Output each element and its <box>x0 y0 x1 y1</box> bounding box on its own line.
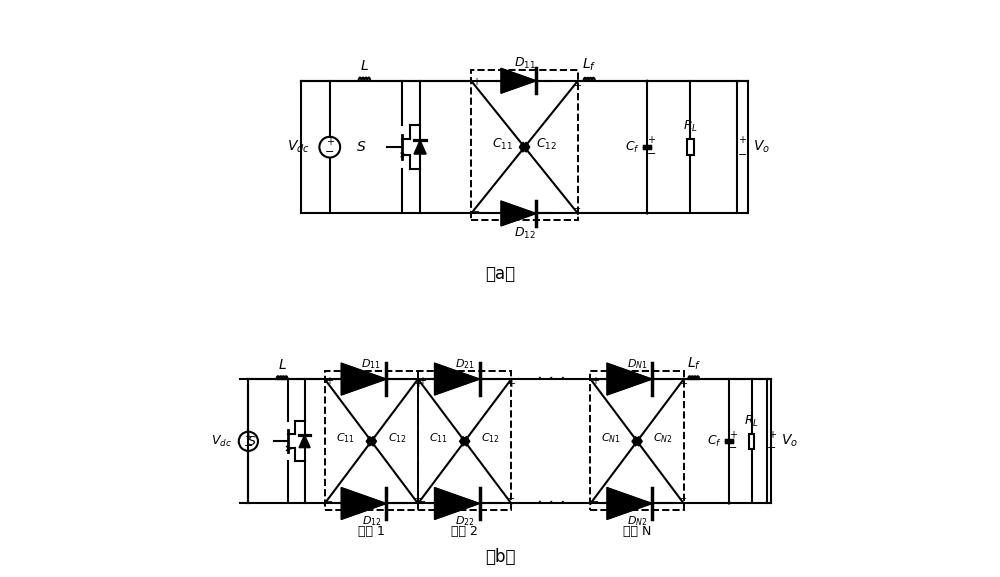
Polygon shape <box>607 488 652 519</box>
Polygon shape <box>607 363 652 395</box>
Text: （a）: （a） <box>485 265 515 283</box>
Text: −: − <box>591 497 599 507</box>
Text: −: − <box>418 497 426 507</box>
Text: +: + <box>591 376 599 386</box>
Text: −: − <box>646 149 656 159</box>
Text: $C_{12}$: $C_{12}$ <box>388 432 407 445</box>
Text: +: + <box>647 135 655 145</box>
Text: $D_{N1}$: $D_{N1}$ <box>627 357 647 371</box>
Text: $D_{11}$: $D_{11}$ <box>361 357 381 371</box>
Text: $D_{21}$: $D_{21}$ <box>455 357 475 371</box>
Text: · · ·: · · · <box>537 370 565 388</box>
Bar <box>471 70 578 220</box>
Text: 单元 N: 单元 N <box>623 525 651 538</box>
Text: $C_{12}$: $C_{12}$ <box>536 137 557 152</box>
Text: +: + <box>472 77 480 87</box>
Text: $S$: $S$ <box>356 140 366 154</box>
Text: +: + <box>738 134 746 145</box>
Polygon shape <box>501 201 536 226</box>
Text: $D_{12}$: $D_{12}$ <box>514 226 535 241</box>
Text: $C_{11}$: $C_{11}$ <box>429 432 448 445</box>
Text: $V_o$: $V_o$ <box>753 139 770 155</box>
Text: −: − <box>507 494 515 504</box>
Text: −: − <box>414 494 422 504</box>
Bar <box>418 370 511 510</box>
Text: $L_f$: $L_f$ <box>687 355 701 372</box>
Text: $D_{12}$: $D_{12}$ <box>362 514 381 528</box>
Text: +: + <box>573 81 581 91</box>
Text: −: − <box>767 443 777 453</box>
Text: $D_{11}$: $D_{11}$ <box>514 56 535 71</box>
Text: $L$: $L$ <box>360 59 369 73</box>
Polygon shape <box>414 140 426 154</box>
Text: −: − <box>679 494 687 504</box>
Text: 单元 1: 单元 1 <box>358 525 385 538</box>
Text: +: + <box>729 430 737 440</box>
Text: +: + <box>414 379 422 389</box>
Text: −: − <box>325 147 334 157</box>
Polygon shape <box>501 68 536 93</box>
Text: $L_f$: $L_f$ <box>582 57 596 73</box>
Text: $C_f$: $C_f$ <box>625 140 640 155</box>
Text: $C_f$: $C_f$ <box>707 434 722 449</box>
Text: $L$: $L$ <box>278 358 287 372</box>
Text: $C_{12}$: $C_{12}$ <box>481 432 500 445</box>
Text: +: + <box>244 432 252 442</box>
Text: $C_{11}$: $C_{11}$ <box>492 137 513 152</box>
Text: +: + <box>418 376 426 386</box>
Polygon shape <box>435 488 480 519</box>
Text: +: + <box>507 379 515 389</box>
Text: $V_o$: $V_o$ <box>781 433 798 449</box>
Text: $D_{22}$: $D_{22}$ <box>455 514 474 528</box>
Text: +: + <box>768 429 776 440</box>
Text: +: + <box>326 137 334 148</box>
Text: $C_{N2}$: $C_{N2}$ <box>653 432 673 445</box>
Text: −: − <box>325 497 333 507</box>
Text: $C_{11}$: $C_{11}$ <box>336 432 355 445</box>
Text: $R_L$: $R_L$ <box>683 119 698 134</box>
Text: · · ·: · · · <box>537 494 565 512</box>
Text: （b）: （b） <box>485 548 515 566</box>
Text: $S$: $S$ <box>247 435 257 448</box>
Text: $C_{N1}$: $C_{N1}$ <box>601 432 621 445</box>
Bar <box>590 370 684 510</box>
Text: −: − <box>244 441 253 451</box>
Text: $D_{N2}$: $D_{N2}$ <box>627 514 647 528</box>
Polygon shape <box>341 488 386 519</box>
Text: −: − <box>728 443 738 452</box>
Text: $V_{dc}$: $V_{dc}$ <box>287 139 310 155</box>
Text: +: + <box>679 379 687 389</box>
Text: −: − <box>738 149 747 160</box>
Text: −: − <box>573 204 581 213</box>
Text: $V_{dc}$: $V_{dc}$ <box>211 434 231 449</box>
Text: $R_L$: $R_L$ <box>744 414 759 429</box>
Text: 单元 2: 单元 2 <box>451 525 478 538</box>
Polygon shape <box>299 435 310 448</box>
Polygon shape <box>341 363 386 395</box>
Text: −: − <box>472 207 480 217</box>
Bar <box>749 434 754 449</box>
Bar <box>687 139 694 155</box>
Polygon shape <box>435 363 480 395</box>
Text: +: + <box>325 376 333 386</box>
Bar <box>325 370 418 510</box>
